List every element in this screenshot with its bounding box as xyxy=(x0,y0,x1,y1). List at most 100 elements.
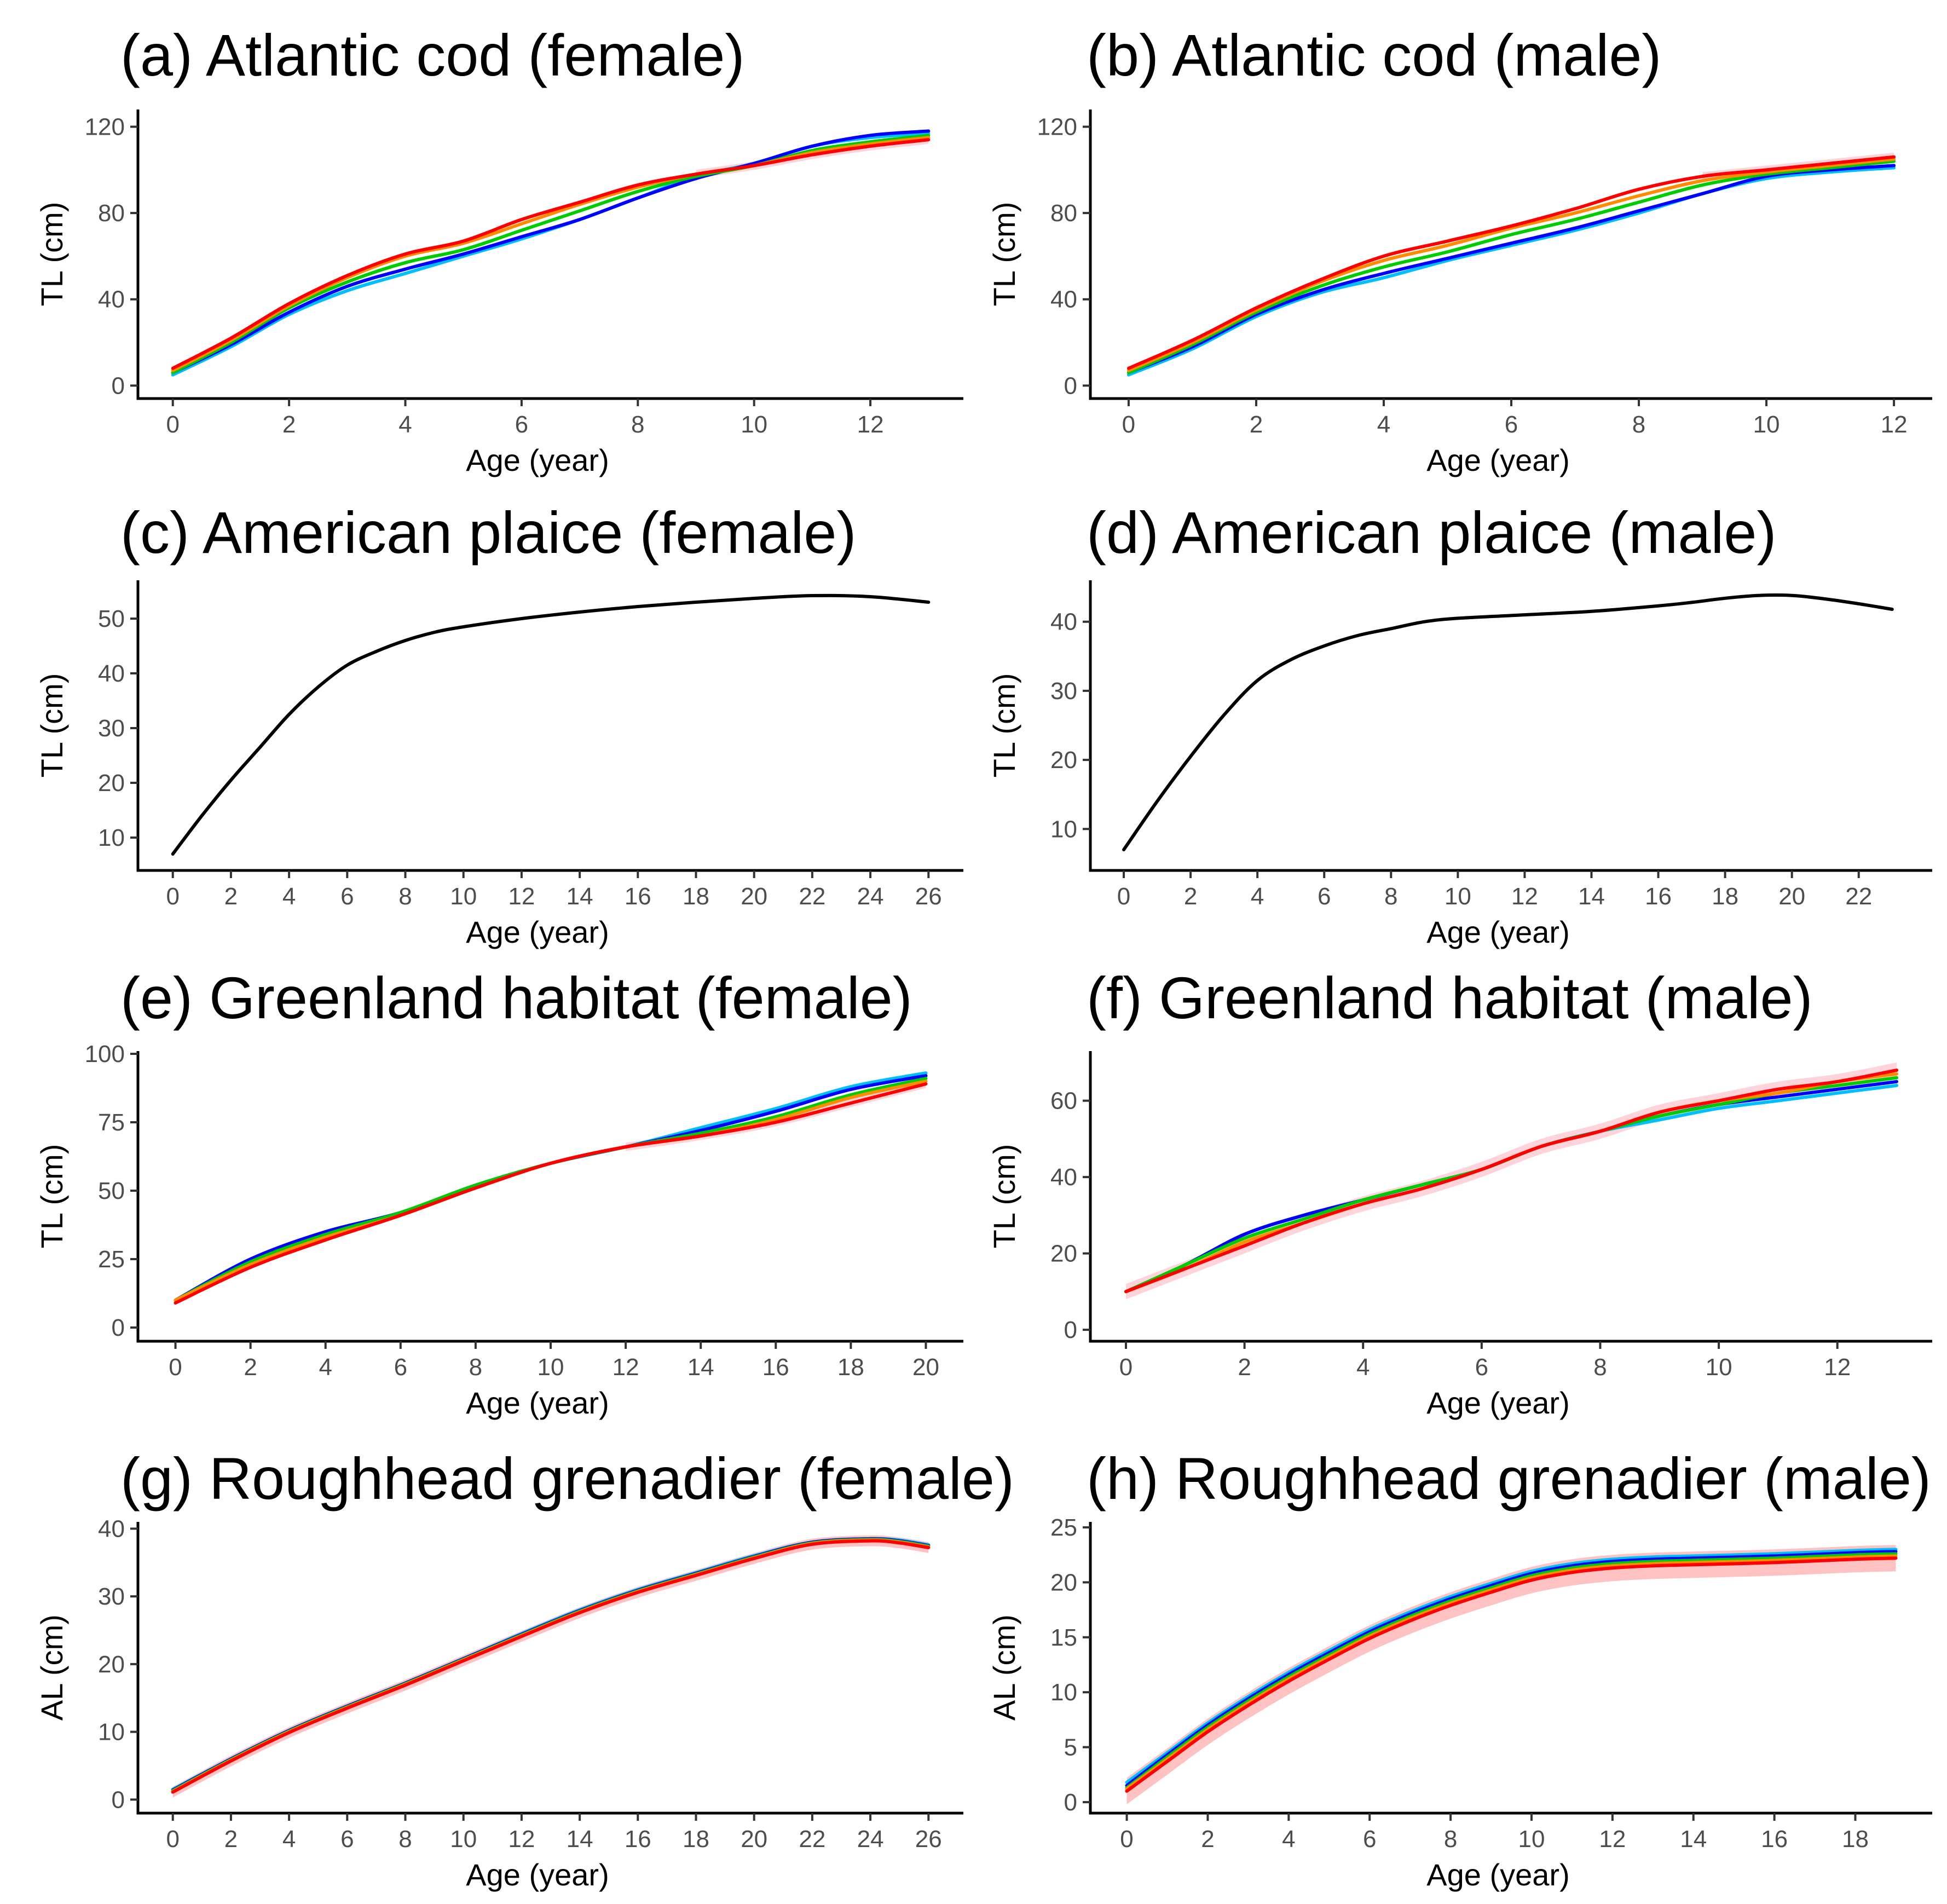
panel-title: (e) Greenland habitat (female) xyxy=(120,965,912,1031)
x-tick-label: 18 xyxy=(1712,883,1738,910)
panel-title: (d) American plaice (male) xyxy=(1087,499,1776,566)
x-tick-label: 14 xyxy=(1680,1826,1707,1853)
y-axis-label: AL (cm) xyxy=(34,1614,69,1721)
y-tick-label: 30 xyxy=(1050,678,1077,705)
y-tick-label: 40 xyxy=(98,1515,125,1542)
x-tick-label: 12 xyxy=(1881,411,1908,438)
x-tick-label: 6 xyxy=(340,883,354,910)
y-tick-label: 60 xyxy=(1050,1088,1077,1115)
x-tick-label: 14 xyxy=(687,1354,714,1381)
panel-title: (c) American plaice (female) xyxy=(120,499,856,566)
y-tick-label: 0 xyxy=(1064,1789,1077,1816)
x-tick-label: 8 xyxy=(1593,1354,1607,1381)
y-tick-label: 50 xyxy=(98,605,125,632)
series-line-s4 xyxy=(171,1538,931,1793)
x-tick-label: 24 xyxy=(857,883,884,910)
axes xyxy=(1089,580,1932,872)
x-tick-label: 0 xyxy=(1122,411,1135,438)
y-tick-label: 10 xyxy=(1050,1679,1077,1706)
x-tick-label: 6 xyxy=(394,1354,407,1381)
x-tick-label: 8 xyxy=(1444,1826,1457,1853)
x-tick-label: 18 xyxy=(1842,1826,1869,1853)
y-tick-label: 100 xyxy=(85,1041,125,1068)
y-tick-label: 40 xyxy=(98,660,125,687)
y-axis-label: TL (cm) xyxy=(34,1144,69,1249)
panel-title: (b) Atlantic cod (male) xyxy=(1087,22,1661,88)
axes xyxy=(136,109,963,400)
x-axis-label: Age (year) xyxy=(466,1386,609,1420)
y-tick-label: 25 xyxy=(1050,1514,1077,1541)
y-tick-label: 10 xyxy=(98,824,125,851)
series-line-s1 xyxy=(1122,593,1894,852)
panel-d: (d) American plaice (male) 10 20 30 40 0 2 4 6 8 1… xyxy=(987,499,1932,949)
y-tick-label: 5 xyxy=(1064,1734,1077,1761)
y-axis-label: TL (cm) xyxy=(987,1144,1021,1249)
x-tick-label: 10 xyxy=(741,411,767,438)
x-tick-label: 0 xyxy=(166,411,179,438)
x-tick-label: 20 xyxy=(912,1354,939,1381)
x-tick-label: 0 xyxy=(1120,1826,1133,1853)
x-tick-label: 2 xyxy=(1184,883,1197,910)
x-tick-label: 14 xyxy=(1578,883,1605,910)
x-tick-label: 18 xyxy=(837,1354,864,1381)
y-tick-label: 40 xyxy=(1050,609,1077,636)
x-tick-label: 16 xyxy=(625,883,651,910)
panel-b: (b) Atlantic cod (male) 0 40 80 120 0 2 4 6 8 10 12… xyxy=(987,22,1932,477)
x-tick-label: 18 xyxy=(683,1826,709,1853)
y-tick-label: 40 xyxy=(98,286,125,313)
series-line-s1 xyxy=(171,131,931,377)
panel-title: (a) Atlantic cod (female) xyxy=(120,22,744,88)
x-tick-label: 8 xyxy=(1632,411,1645,438)
x-tick-label: 10 xyxy=(1753,411,1780,438)
panel-title: (g) Roughhead grenadier (female) xyxy=(120,1445,1014,1511)
y-tick-label: 0 xyxy=(112,1786,125,1813)
x-tick-label: 4 xyxy=(1251,883,1264,910)
x-tick-label: 14 xyxy=(567,1826,593,1853)
x-tick-label: 12 xyxy=(1599,1826,1626,1853)
y-tick-label: 25 xyxy=(98,1246,125,1273)
y-tick-label: 120 xyxy=(85,114,125,141)
y-tick-label: 30 xyxy=(98,715,125,742)
panel-title: (h) Roughhead grenadier (male) xyxy=(1087,1445,1931,1511)
x-tick-label: 10 xyxy=(538,1354,564,1381)
y-tick-label: 20 xyxy=(1050,747,1077,774)
x-tick-label: 4 xyxy=(1282,1826,1295,1853)
series-line-s5 xyxy=(171,138,931,370)
series-line-s2 xyxy=(1124,1080,1898,1294)
y-tick-label: 20 xyxy=(1050,1569,1077,1596)
x-tick-label: 10 xyxy=(1518,1826,1545,1853)
x-tick-label: 4 xyxy=(319,1354,332,1381)
x-tick-label: 20 xyxy=(741,883,767,910)
x-tick-label: 16 xyxy=(762,1354,789,1381)
series-line-s1 xyxy=(171,1537,931,1791)
x-tick-label: 16 xyxy=(1645,883,1672,910)
x-axis-label: Age (year) xyxy=(1426,1857,1569,1892)
x-tick-label: 10 xyxy=(1445,883,1471,910)
y-tick-label: 40 xyxy=(1050,1164,1077,1191)
x-tick-label: 12 xyxy=(1824,1354,1851,1381)
y-tick-label: 0 xyxy=(1064,372,1077,399)
x-tick-label: 4 xyxy=(282,883,296,910)
x-axis-label: Age (year) xyxy=(466,443,609,477)
panel-a: (a) Atlantic cod (female) 0 40 80 120 0 2 4 6 8 10… xyxy=(34,22,963,477)
y-axis-label: TL (cm) xyxy=(987,202,1021,307)
x-tick-label: 12 xyxy=(857,411,884,438)
x-axis-label: Age (year) xyxy=(466,915,609,949)
axes xyxy=(1089,1051,1932,1343)
y-tick-label: 20 xyxy=(98,770,125,797)
panel-c: (c) American plaice (female) 10 20 30 40 50 0 2… xyxy=(34,499,963,949)
x-tick-label: 4 xyxy=(282,1826,296,1853)
x-tick-label: 2 xyxy=(282,411,296,438)
x-tick-label: 8 xyxy=(398,1826,412,1853)
axes xyxy=(136,1522,963,1815)
series-line-s4 xyxy=(1125,1554,1898,1791)
panel-f: (f) Greenland habitat (male) 0 20 40 60 0 2 4 6 8… xyxy=(987,965,1932,1420)
x-tick-label: 14 xyxy=(567,883,593,910)
x-tick-label: 10 xyxy=(450,883,477,910)
series-line-s5 xyxy=(1126,155,1896,370)
x-tick-label: 2 xyxy=(224,883,238,910)
x-tick-label: 0 xyxy=(1119,1354,1133,1381)
x-axis-label: Age (year) xyxy=(1426,443,1569,477)
x-tick-label: 6 xyxy=(1505,411,1518,438)
series-line-s5 xyxy=(174,1082,928,1305)
